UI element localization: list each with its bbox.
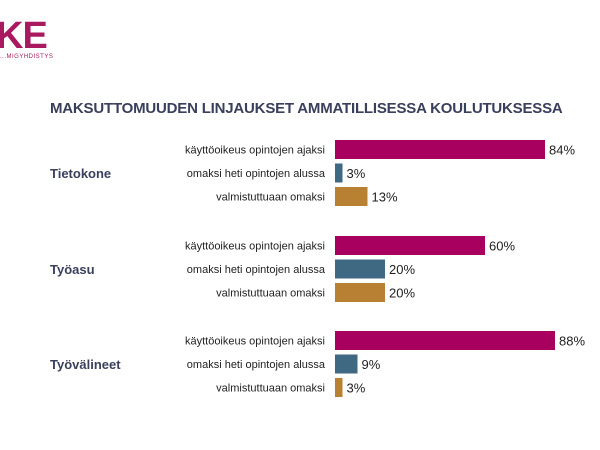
- bar: [335, 378, 343, 397]
- bar: [335, 354, 358, 374]
- logo: KE ...MIGYHDISTYS: [0, 14, 140, 64]
- logo-mark: KE: [0, 15, 48, 57]
- bar-label: valmistuttuaan omaksi: [216, 192, 325, 204]
- bar-label: omaksi heti opintojen alussa: [187, 359, 326, 371]
- category-label: Tietokone: [50, 166, 111, 181]
- category-label: Työvälineet: [50, 357, 121, 372]
- bar-value-label: 3%: [347, 381, 366, 396]
- bar-value-label: 84%: [549, 143, 575, 158]
- bar-value-label: 60%: [489, 239, 515, 254]
- bar-label: omaksi heti opintojen alussa: [187, 264, 326, 276]
- bar-value-label: 20%: [389, 262, 415, 277]
- bar-label: valmistuttuaan omaksi: [216, 288, 325, 300]
- bar: [335, 140, 545, 159]
- bar-label: käyttöoikeus opintojen ajaksi: [185, 336, 325, 348]
- bar: [335, 163, 343, 183]
- logo-subtitle: ...MIGYHDISTYS: [0, 54, 54, 60]
- bar-value-label: 9%: [362, 357, 381, 372]
- bar-value-label: 13%: [372, 190, 398, 205]
- bar-label: käyttöoikeus opintojen ajaksi: [185, 241, 325, 253]
- bar: [335, 187, 368, 206]
- category-label: Työasu: [50, 262, 95, 277]
- bar-label: omaksi heti opintojen alussa: [187, 168, 326, 180]
- chart-title: MAKSUTTOMUUDEN LINJAUKSET AMMATILLISESSA…: [50, 100, 563, 117]
- bar-label: valmistuttuaan omaksi: [216, 383, 325, 395]
- bar: [335, 331, 555, 350]
- bar-value-label: 3%: [347, 166, 366, 181]
- bar: [335, 236, 485, 255]
- bar-value-label: 20%: [389, 286, 415, 301]
- bar: [335, 283, 385, 302]
- bar-value-label: 88%: [559, 334, 585, 349]
- bar: [335, 259, 385, 279]
- bar-label: käyttöoikeus opintojen ajaksi: [185, 145, 325, 157]
